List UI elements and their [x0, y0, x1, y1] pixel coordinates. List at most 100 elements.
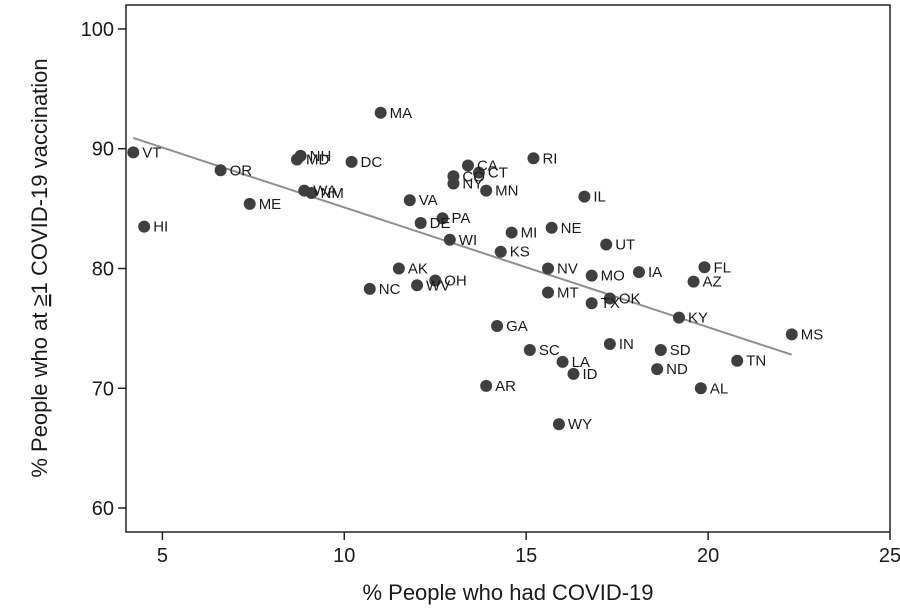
point-label-or: OR — [230, 162, 253, 179]
y-tick-label: 80 — [92, 259, 114, 281]
point-label-va: VA — [419, 192, 438, 209]
point-label-la: LA — [572, 354, 590, 371]
point-tx — [585, 297, 598, 310]
point-dc — [345, 155, 358, 168]
point-label-ct: CT — [488, 165, 508, 182]
point-pa — [436, 212, 449, 225]
point-ne — [545, 221, 558, 234]
point-nd — [651, 363, 664, 376]
point-label-nv: NV — [557, 261, 578, 278]
point-al — [694, 382, 707, 395]
point-label-ok: OK — [619, 290, 641, 307]
point-label-ne: NE — [561, 220, 582, 237]
point-de — [414, 216, 427, 229]
data-points — [127, 106, 798, 431]
point-or — [214, 164, 227, 177]
point-label-mo: MO — [601, 268, 625, 285]
point-label-tn: TN — [746, 353, 766, 370]
point-mn — [480, 184, 493, 197]
point-label-mi: MI — [521, 225, 538, 242]
point-ca — [461, 159, 474, 172]
y-axis-label: % People who at ≥1 COVID-19 vaccination — [27, 58, 52, 477]
y-tick-label: 60 — [92, 498, 114, 520]
point-label-nh: NH — [310, 148, 332, 165]
point-label-hi: HI — [153, 219, 168, 236]
point-label-wy: WY — [568, 416, 592, 433]
point-label-ut: UT — [615, 237, 635, 254]
point-ma — [374, 106, 387, 119]
point-label-ak: AK — [408, 261, 428, 278]
point-ar — [480, 379, 493, 392]
point-fl — [698, 261, 711, 274]
point-mt — [542, 286, 555, 299]
point-label-ks: KS — [510, 244, 530, 261]
point-ak — [392, 262, 405, 275]
point-la — [556, 355, 569, 368]
point-wy — [552, 418, 565, 431]
plot-frame — [125, 4, 891, 533]
point-label-ms: MS — [801, 326, 824, 343]
point-label-in: IN — [619, 336, 634, 353]
point-label-wv: WV — [426, 277, 450, 294]
point-wv — [411, 279, 424, 292]
point-az — [687, 275, 700, 288]
point-label-pa: PA — [452, 210, 471, 227]
point-label-mn: MN — [495, 183, 518, 200]
y-tick-label: 70 — [92, 378, 114, 400]
point-label-id: ID — [582, 366, 597, 383]
x-axis: 5 10 15 20 25 — [157, 532, 900, 567]
point-oh — [429, 274, 442, 287]
point-label-ri: RI — [542, 150, 557, 167]
x-tick-label: 15 — [515, 545, 537, 567]
point-label-az: AZ — [703, 274, 722, 291]
point-ok — [603, 292, 616, 305]
point-label-co: CO — [462, 168, 485, 185]
point-label-ca: CA — [477, 157, 498, 174]
point-label-oh: OH — [444, 272, 467, 289]
point-ia — [632, 266, 645, 279]
x-tick-label: 10 — [333, 545, 355, 567]
point-label-sd: SD — [670, 342, 691, 359]
point-label-ky: KY — [688, 310, 708, 327]
point-ky — [672, 311, 685, 324]
point-ms — [785, 328, 798, 341]
point-label-nc: NC — [379, 281, 401, 298]
point-label-nd: ND — [666, 361, 688, 378]
y-axis-label-part1: % People who at — [27, 306, 52, 477]
point-ct — [472, 166, 485, 179]
point-label-tx: TX — [601, 295, 620, 312]
y-axis: 60 70 80 90 100 — [81, 19, 126, 520]
point-label-vt: VT — [142, 144, 161, 161]
x-tick-label: 5 — [157, 545, 168, 567]
point-label-de: DE — [430, 215, 451, 232]
point-label-ny: NY — [462, 175, 483, 192]
point-va — [403, 194, 416, 207]
point-ny — [447, 177, 460, 190]
y-tick-label: 90 — [92, 139, 114, 161]
point-label-ar: AR — [495, 378, 516, 395]
point-mi — [505, 226, 518, 239]
x-tick-label: 20 — [697, 545, 719, 567]
point-vt — [127, 146, 140, 159]
point-me — [243, 197, 256, 210]
point-label-il: IL — [593, 189, 606, 206]
point-label-nm: NM — [321, 185, 344, 202]
point-label-md: MD — [306, 152, 329, 169]
point-ga — [491, 319, 504, 332]
point-id — [567, 367, 580, 380]
point-ri — [527, 152, 540, 165]
point-label-ma: MA — [390, 105, 413, 122]
point-sd — [654, 343, 667, 356]
point-label-wa: WA — [313, 183, 337, 200]
point-label-ga: GA — [506, 318, 528, 335]
point-nv — [542, 262, 555, 275]
point-in — [603, 337, 616, 350]
x-tick-label: 25 — [879, 545, 900, 567]
point-label-fl: FL — [713, 259, 731, 276]
point-mo — [585, 269, 598, 282]
point-wi — [443, 233, 456, 246]
point-label-wi: WI — [459, 232, 477, 249]
point-tn — [731, 354, 744, 367]
